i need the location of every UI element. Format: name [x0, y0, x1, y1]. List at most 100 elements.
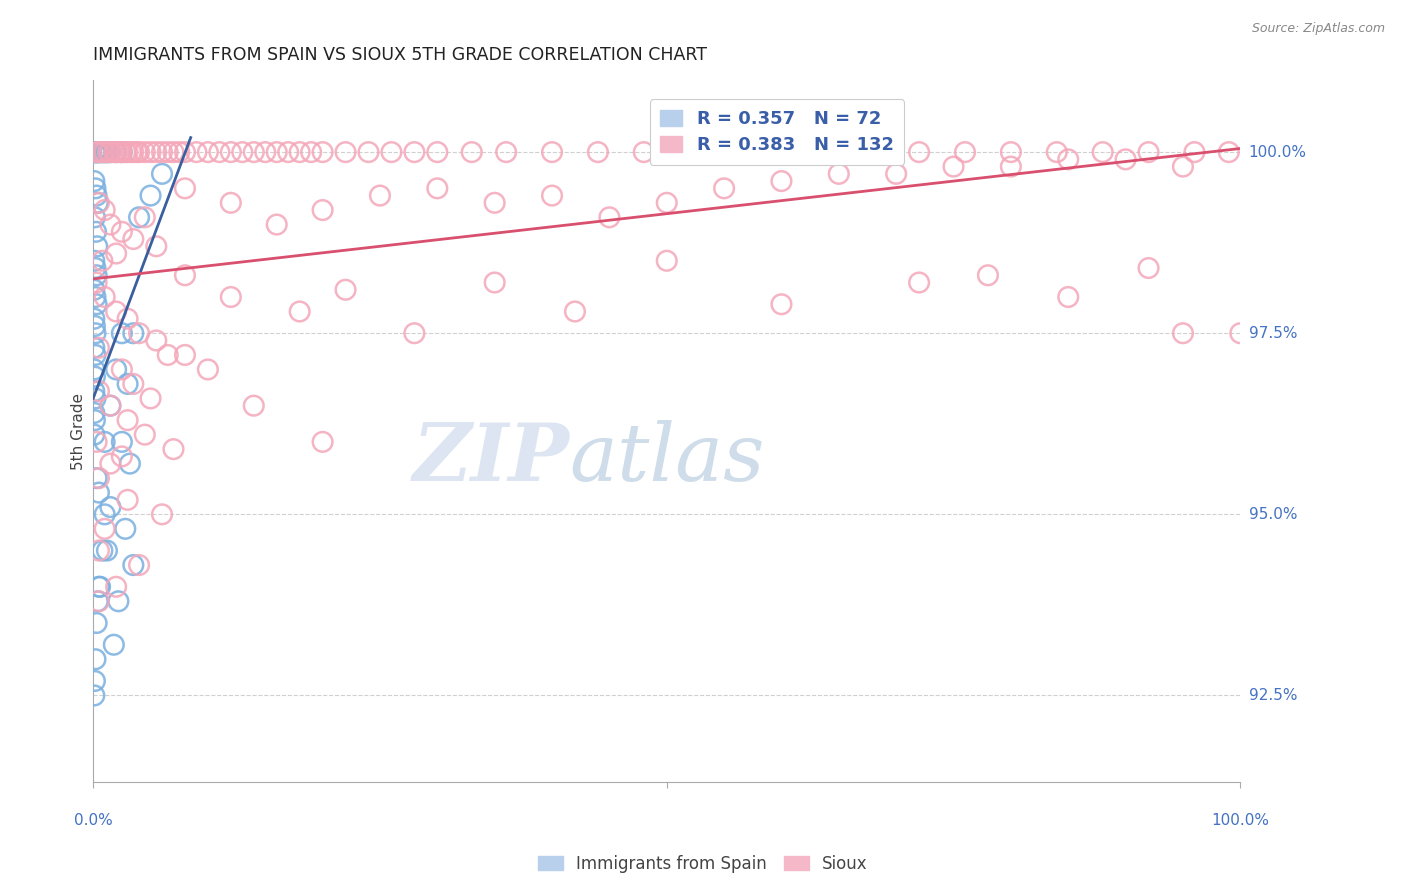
Point — [111, 326, 134, 341]
Point — [1137, 260, 1160, 275]
Point — [84, 145, 107, 160]
Point — [105, 145, 128, 160]
Point — [100, 500, 122, 514]
Point — [1115, 153, 1137, 167]
Point — [84, 348, 107, 362]
Point — [266, 145, 288, 160]
Point — [84, 326, 107, 341]
Text: IMMIGRANTS FROM SPAIN VS SIOUX 5TH GRADE CORRELATION CHART: IMMIGRANTS FROM SPAIN VS SIOUX 5TH GRADE… — [93, 46, 707, 64]
Point — [541, 188, 564, 202]
Point — [96, 145, 118, 160]
Point — [83, 341, 105, 355]
Point — [197, 362, 219, 376]
Point — [87, 485, 110, 500]
Text: 100.0%: 100.0% — [1212, 813, 1270, 828]
Point — [100, 399, 122, 413]
Point — [86, 268, 108, 283]
Text: 95.0%: 95.0% — [1249, 507, 1298, 522]
Point — [139, 145, 162, 160]
Point — [150, 508, 173, 522]
Point — [1218, 145, 1240, 160]
Text: ZIP: ZIP — [412, 420, 569, 498]
Point — [908, 276, 931, 290]
Point — [1057, 290, 1080, 304]
Point — [242, 145, 264, 160]
Point — [1000, 160, 1022, 174]
Point — [174, 268, 197, 283]
Point — [84, 225, 107, 239]
Point — [86, 434, 108, 449]
Point — [111, 145, 134, 160]
Point — [84, 181, 107, 195]
Point — [953, 145, 976, 160]
Point — [311, 434, 333, 449]
Point — [1229, 326, 1251, 341]
Point — [368, 188, 391, 202]
Point — [84, 145, 107, 160]
Point — [186, 145, 208, 160]
Point — [564, 304, 586, 318]
Point — [87, 145, 110, 160]
Point — [100, 145, 122, 160]
Point — [380, 145, 402, 160]
Point — [128, 558, 150, 572]
Point — [862, 145, 884, 160]
Point — [84, 673, 107, 688]
Point — [96, 543, 118, 558]
Point — [89, 580, 111, 594]
Point — [97, 145, 120, 160]
Point — [83, 384, 105, 399]
Point — [162, 442, 184, 457]
Point — [93, 434, 115, 449]
Point — [134, 427, 156, 442]
Legend: Immigrants from Spain, Sioux: Immigrants from Spain, Sioux — [531, 848, 875, 880]
Point — [598, 211, 620, 225]
Point — [633, 145, 655, 160]
Point — [404, 326, 426, 341]
Point — [84, 211, 107, 225]
Point — [93, 508, 115, 522]
Point — [426, 181, 449, 195]
Point — [87, 195, 110, 210]
Point — [150, 167, 173, 181]
Point — [87, 384, 110, 399]
Point — [942, 160, 965, 174]
Point — [84, 413, 107, 427]
Point — [97, 145, 120, 160]
Point — [174, 145, 197, 160]
Point — [114, 522, 136, 536]
Y-axis label: 5th Grade: 5th Grade — [72, 392, 86, 469]
Point — [828, 167, 851, 181]
Text: 0.0%: 0.0% — [73, 813, 112, 828]
Point — [1091, 145, 1114, 160]
Point — [83, 427, 105, 442]
Point — [461, 145, 484, 160]
Point — [93, 522, 115, 536]
Point — [1171, 160, 1194, 174]
Point — [162, 145, 184, 160]
Point — [86, 297, 108, 311]
Point — [86, 145, 108, 160]
Point — [105, 362, 128, 376]
Point — [128, 145, 150, 160]
Point — [117, 492, 139, 507]
Point — [266, 218, 288, 232]
Text: 97.5%: 97.5% — [1249, 326, 1298, 341]
Point — [679, 145, 702, 160]
Point — [174, 348, 197, 362]
Point — [86, 239, 108, 253]
Point — [242, 399, 264, 413]
Point — [128, 326, 150, 341]
Point — [87, 594, 110, 608]
Point — [91, 253, 114, 268]
Point — [100, 399, 122, 413]
Point — [87, 594, 110, 608]
Point — [713, 181, 735, 195]
Point — [770, 297, 793, 311]
Point — [93, 203, 115, 218]
Point — [108, 145, 131, 160]
Point — [83, 311, 105, 326]
Point — [357, 145, 380, 160]
Point — [105, 246, 128, 260]
Point — [93, 145, 115, 160]
